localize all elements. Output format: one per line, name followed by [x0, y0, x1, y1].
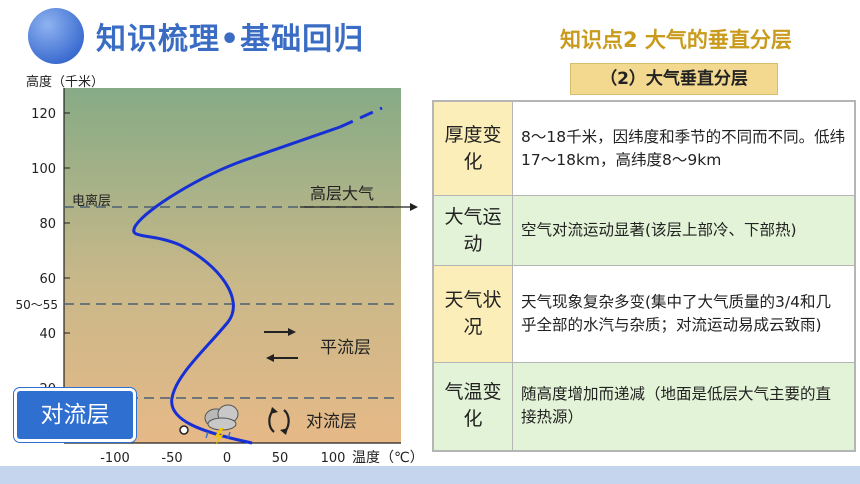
x-tick-minus-100: -100 [100, 451, 130, 466]
y-tick-50-55: 50～55 [15, 298, 58, 312]
right-arrow-icon [288, 328, 296, 336]
troposphere-info-table: 厚度变化 8～18千米，因纬度和季节的不同而不同。低纬17～18km，高纬度8～… [432, 100, 856, 452]
y-tick-80: 80 [39, 217, 56, 232]
x-tick-50: 50 [272, 451, 289, 466]
table-row: 大气运动 空气对流运动显著(该层上部冷、下部热) [432, 195, 856, 267]
row-content-air-movement: 空气对流运动显著(该层上部冷、下部热) [512, 195, 856, 267]
logo-circle [28, 8, 84, 64]
stratosphere-label: 平流层 [320, 338, 371, 358]
x-tick-0: 0 [223, 451, 231, 466]
table-row: 天气状况 天气现象复杂多变(集中了大气质量的3/4和几乎全部的水汽与杂质；对流运… [432, 265, 856, 363]
row-head-air-movement: 大气运动 [432, 195, 513, 267]
y-tick-40: 40 [39, 327, 56, 342]
x-tick-100: 100 [321, 451, 346, 466]
troposphere-label: 对流层 [306, 412, 357, 432]
row-content-thickness: 8～18千米，因纬度和季节的不同而不同。低纬17～18km，高纬度8～9km [512, 100, 856, 197]
ionosphere-label: 电离层 [72, 193, 111, 209]
thunderstorm-icon [204, 404, 239, 446]
y-tick-120: 120 [31, 107, 56, 122]
row-head-weather: 天气状况 [432, 265, 513, 363]
table-row: 厚度变化 8～18千米，因纬度和季节的不同而不同。低纬17～18km，高纬度8～… [432, 100, 856, 197]
upper-atmosphere-arrow-icon [410, 203, 418, 211]
row-head-temperature: 气温变化 [432, 361, 513, 452]
table-row: 气温变化 随高度增加而递减（地面是低层大气主要的直接热源） [432, 361, 856, 452]
y-tick-60: 60 [39, 272, 56, 287]
row-content-weather: 天气现象复杂多变(集中了大气质量的3/4和几乎全部的水汽与杂质；对流运动易成云致… [512, 265, 856, 363]
diagram-background [64, 88, 401, 443]
bottom-bar [0, 466, 860, 484]
troposphere-badge: 对流层 [14, 388, 136, 442]
row-content-temperature: 随高度增加而递减（地面是低层大气主要的直接热源） [512, 361, 856, 452]
row-head-thickness: 厚度变化 [432, 100, 513, 197]
section-subtitle: （2）大气垂直分层 [570, 63, 778, 95]
y-axis-label: 高度（千米） [26, 74, 104, 90]
x-tick-minus-50: -50 [161, 451, 182, 466]
y-tick-100: 100 [31, 162, 56, 177]
page-title: 知识梳理•基础回归 [96, 22, 365, 57]
temperature-curve-dashed [339, 106, 383, 129]
temperature-curve [132, 125, 341, 445]
atmosphere-vertical-layers-diagram: 高度（千米） 温度（℃） 120 100 80 60 50～55 40 20 -… [15, 74, 424, 466]
knowledge-point-title: 知识点2 大气的垂直分层 [560, 28, 792, 52]
x-axis-label: 温度（℃） [352, 450, 424, 466]
upper-atmosphere-label: 高层大气 [310, 184, 374, 203]
ground-point [179, 425, 189, 435]
left-arrow-icon [266, 354, 274, 362]
